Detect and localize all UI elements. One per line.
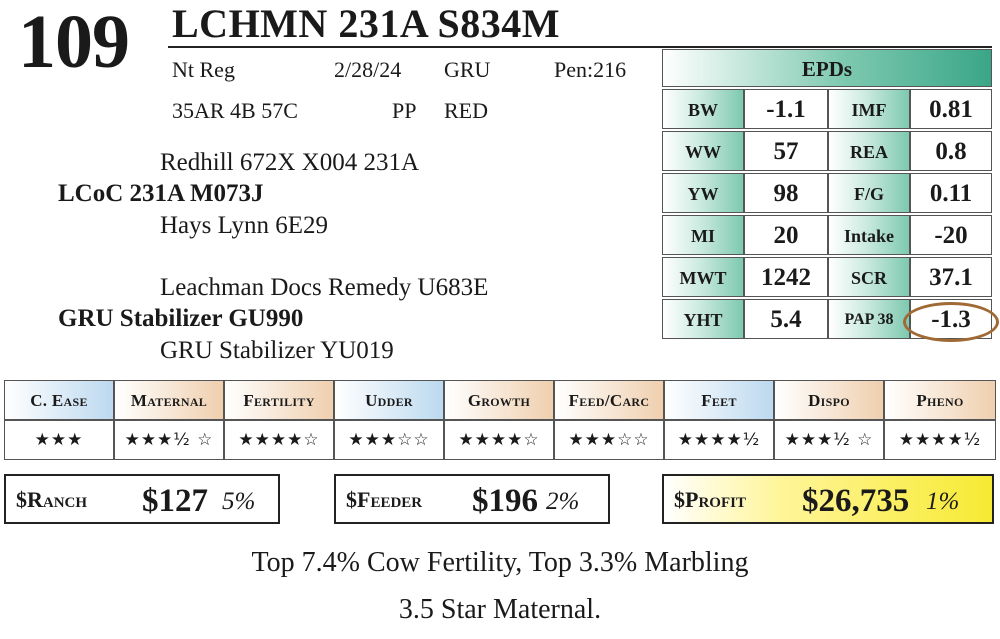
- ranch-index-label: $Ranch: [16, 487, 88, 512]
- rating-header: Dispo: [774, 380, 884, 420]
- epd-value: -1.1: [744, 89, 828, 129]
- ranch-index-value: $127: [142, 483, 208, 519]
- epd-label: BW: [662, 89, 744, 129]
- star-rating: ★★★½ ☆: [114, 420, 224, 460]
- epd-table-title: EPDs: [662, 49, 992, 87]
- pedigree-dam-dam: GRU Stabilizer YU019: [160, 337, 394, 364]
- note-line-1: Top 7.4% Cow Fertility, Top 3.3% Marblin…: [251, 547, 749, 578]
- epd-label: F/G: [828, 173, 910, 213]
- color: RED: [444, 98, 488, 123]
- epd-value: 20: [744, 215, 828, 255]
- epd-row: MI 20 Intake -20: [662, 215, 992, 257]
- epd-value: 0.8: [910, 131, 992, 171]
- rating-header: Fertility: [224, 380, 334, 420]
- ratings-strip: C. Ease Maternal Fertility Udder Growth …: [4, 380, 996, 462]
- epd-label: MWT: [662, 257, 744, 297]
- highlight-circle: [903, 302, 999, 342]
- registration: Nt Reg: [172, 57, 235, 82]
- epd-label: YHT: [662, 299, 744, 339]
- title-divider: [168, 46, 992, 48]
- pedigree-sire: LCoC 231A M073J: [58, 180, 264, 207]
- epd-row: WW 57 REA 0.8: [662, 131, 992, 173]
- rating-header: Feet: [664, 380, 774, 420]
- rating-header: Feed/Carc: [554, 380, 664, 420]
- epd-value: 1242: [744, 257, 828, 297]
- feeder-index-box: $Feeder $196 2%: [334, 474, 610, 524]
- pedigree-dam-sire: Leachman Docs Remedy U683E: [160, 274, 489, 301]
- pen-number: Pen:216: [554, 57, 627, 82]
- pedigree-sire-dam: Hays Lynn 6E29: [160, 212, 329, 239]
- star-rating: ★★★: [4, 420, 114, 460]
- star-rating: ★★★☆☆: [334, 420, 444, 460]
- epd-row: MWT 1242 SCR 37.1: [662, 257, 992, 299]
- star-rating: ★★★★☆: [224, 420, 334, 460]
- profit-index-label: $Profit: [674, 487, 746, 512]
- epd-value: 57: [744, 131, 828, 171]
- epd-value: 0.11: [910, 173, 992, 213]
- feeder-index-percentile: 2%: [546, 488, 580, 515]
- star-rating: ★★★☆☆: [554, 420, 664, 460]
- feeder-index-label: $Feeder: [346, 487, 423, 512]
- epd-label: Intake: [828, 215, 910, 255]
- profit-index-percentile: 1%: [926, 488, 960, 515]
- epd-value: -20: [910, 215, 992, 255]
- epd-value: 37.1: [910, 257, 992, 297]
- epd-value: 5.4: [744, 299, 828, 339]
- birth-date: 2/28/24: [334, 57, 402, 82]
- owner-code: GRU: [444, 57, 491, 82]
- rating-header: Udder: [334, 380, 444, 420]
- ranch-index-percentile: 5%: [222, 488, 256, 515]
- star-rating: ★★★★½: [664, 420, 774, 460]
- epd-label: WW: [662, 131, 744, 171]
- epd-value: 98: [744, 173, 828, 213]
- feeder-index-value: $196: [472, 483, 538, 519]
- epd-label: MI: [662, 215, 744, 255]
- note-line-2: 3.5 Star Maternal.: [398, 594, 602, 625]
- star-rating: ★★★★☆: [444, 420, 554, 460]
- profit-index-box: $Profit $26,735 1%: [662, 474, 994, 524]
- epd-label: IMF: [828, 89, 910, 129]
- lot-number: 109: [18, 0, 130, 84]
- epd-label: SCR: [828, 257, 910, 297]
- rating-header: C. Ease: [4, 380, 114, 420]
- animal-name: LCHMN 231A S834M: [172, 1, 560, 46]
- star-rating: ★★★★½: [884, 420, 996, 460]
- profit-index-value: $26,735: [802, 483, 910, 519]
- rating-header: Maternal: [114, 380, 224, 420]
- epd-value: 0.81: [910, 89, 992, 129]
- epd-row: BW -1.1 IMF 0.81: [662, 89, 992, 131]
- epd-label: PAP 38: [828, 299, 910, 339]
- rating-header: Growth: [444, 380, 554, 420]
- rating-header: Pheno: [884, 380, 996, 420]
- ranch-index-box: $Ranch $127 5%: [4, 474, 280, 524]
- tattoos: 35AR 4B 57C: [172, 98, 298, 123]
- pedigree-sire-sire: Redhill 672X X004 231A: [160, 149, 420, 176]
- star-rating: ★★★½ ☆: [774, 420, 884, 460]
- pedigree-dam: GRU Stabilizer GU990: [58, 305, 304, 332]
- epd-label: REA: [828, 131, 910, 171]
- epd-label: YW: [662, 173, 744, 213]
- epd-row: YW 98 F/G 0.11: [662, 173, 992, 215]
- polled-status: PP: [392, 98, 417, 123]
